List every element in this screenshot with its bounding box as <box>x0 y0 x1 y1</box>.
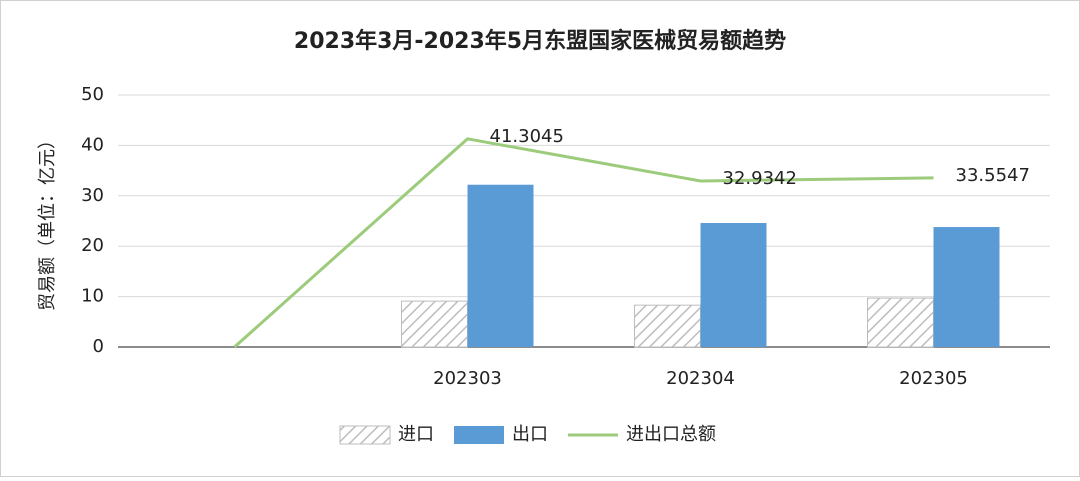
legend-swatch <box>454 426 504 444</box>
bar <box>401 300 468 348</box>
y-tick-label: 50 <box>81 84 104 105</box>
x-tick-label: 202305 <box>899 368 968 389</box>
bar <box>467 184 534 347</box>
y-tick-label: 30 <box>81 185 104 206</box>
x-tick-label: 202303 <box>433 368 502 389</box>
data-label: 33.5547 <box>956 165 1030 186</box>
y-axis-label: 贸易额（单位：亿元） <box>37 131 58 311</box>
bar <box>933 227 1000 347</box>
line <box>233 137 934 349</box>
data-label: 32.9342 <box>723 168 797 189</box>
y-tick-label: 10 <box>81 286 104 307</box>
y-tick-label: 0 <box>93 336 104 357</box>
legend-label: 进口 <box>398 424 434 445</box>
bar <box>700 223 767 347</box>
x-tick-label: 202304 <box>666 368 735 389</box>
legend-label: 进出口总额 <box>626 424 716 445</box>
data-label: 41.3045 <box>490 126 564 147</box>
legend-label: 出口 <box>512 424 548 445</box>
bar <box>634 304 701 348</box>
legend-swatch <box>339 425 391 445</box>
bar <box>867 297 934 348</box>
y-tick-label: 20 <box>81 235 104 256</box>
y-tick-label: 40 <box>81 134 104 155</box>
chart-title: 2023年3月-2023年5月东盟国家医械贸易额趋势 <box>294 28 786 54</box>
